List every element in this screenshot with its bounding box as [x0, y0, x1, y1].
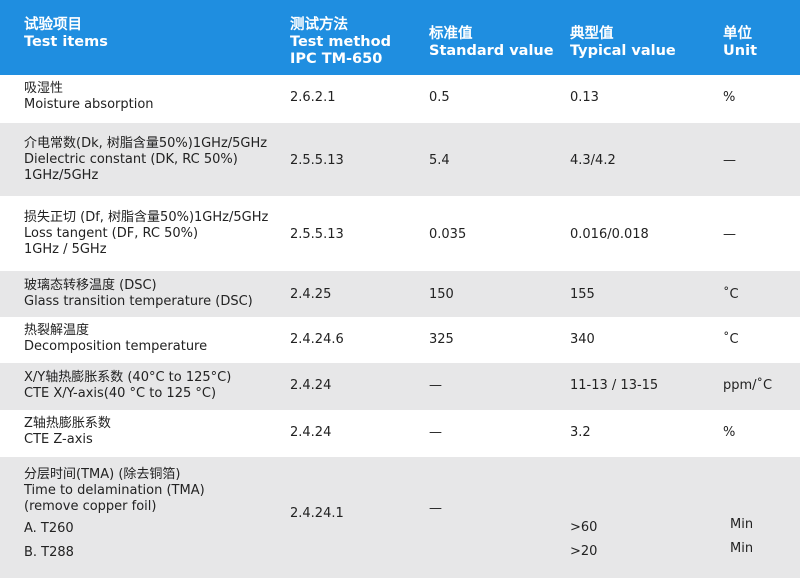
table-row: 吸湿性 Moisture absorption 2.6.2.1 0.5 0.13 …: [0, 75, 800, 123]
typical-value: 3.2: [570, 425, 591, 440]
test-method: 2.5.5.13: [290, 227, 344, 242]
item-name: X/Y轴热膨胀系数 (40°C to 125°C) CTE X/Y-axis(40…: [24, 370, 232, 401]
item-name: 介电常数(Dk, 树脂含量50%)1GHz/5GHz Dielectric con…: [24, 136, 268, 183]
standard-value: —: [429, 378, 442, 393]
typical-value: 11-13 / 13-15: [570, 378, 659, 393]
item-name: Z轴热膨胀系数 CTE Z-axis: [24, 416, 111, 447]
standard-value: —: [429, 425, 442, 440]
standard-value: 0.035: [429, 227, 467, 242]
table-row: X/Y轴热膨胀系数 (40°C to 125°C) CTE X/Y-axis(40…: [0, 363, 800, 410]
sub-item-a: A. T260: [24, 521, 74, 536]
typical-value: 4.3/4.2: [570, 153, 616, 168]
unit-a: Min: [730, 517, 754, 532]
unit: %: [723, 90, 736, 105]
item-name: 玻璃态转移温度 (DSC) Glass transition temperatur…: [24, 278, 253, 309]
unit: ˚C: [723, 287, 739, 302]
test-method: 2.4.24: [290, 425, 332, 440]
test-method: 2.4.25: [290, 287, 332, 302]
unit: —: [723, 153, 736, 168]
test-method: 2.4.24.1: [290, 506, 344, 521]
header-typical-value: 典型值 Typical value: [570, 26, 676, 59]
table-header: 试验项目 Test items 测试方法 Test method IPC TM-650…: [0, 0, 800, 75]
typical-value: 0.016/0.018: [570, 227, 649, 242]
table-row: 介电常数(Dk, 树脂含量50%)1GHz/5GHz Dielectric con…: [0, 123, 800, 196]
standard-value: 5.4: [429, 153, 450, 168]
standard-value: —: [429, 501, 442, 516]
unit-b: Min: [730, 541, 754, 556]
typical-value-b: >20: [570, 544, 598, 559]
item-name: 热裂解温度 Decomposition temperature: [24, 323, 208, 354]
sub-item-b: B. T288: [24, 545, 74, 560]
test-method: 2.5.5.13: [290, 153, 344, 168]
table-row: 热裂解温度 Decomposition temperature 2.4.24.6 …: [0, 317, 800, 363]
unit: —: [723, 227, 736, 242]
test-method: 2.4.24.6: [290, 332, 344, 347]
unit: ˚C: [723, 332, 739, 347]
item-name: 分层时间(TMA) (除去铜箔) Time to delamination (TM…: [24, 467, 205, 514]
header-test-method: 测试方法 Test method IPC TM-650: [290, 17, 391, 67]
typical-value: 0.13: [570, 90, 599, 105]
table-row: 玻璃态转移温度 (DSC) Glass transition temperatur…: [0, 271, 800, 317]
table-row: 分层时间(TMA) (除去铜箔) Time to delamination (TM…: [0, 457, 800, 578]
table-row: Z轴热膨胀系数 CTE Z-axis 2.4.24 — 3.2 %: [0, 410, 800, 457]
standard-value: 150: [429, 287, 454, 302]
header-test-items: 试验项目 Test items: [24, 17, 108, 50]
header-standard-value: 标准值 Standard value: [429, 26, 554, 59]
test-method: 2.6.2.1: [290, 90, 336, 105]
typical-value-a: >60: [570, 520, 598, 535]
typical-value: 155: [570, 287, 595, 302]
item-name: 吸湿性 Moisture absorption: [24, 81, 154, 112]
unit: ppm/˚C: [723, 378, 773, 393]
header-unit: 单位 Unit: [723, 26, 757, 59]
table-row: 损失正切 (Df, 树脂含量50%)1GHz/5GHz Loss tangent …: [0, 196, 800, 271]
item-name: 损失正切 (Df, 树脂含量50%)1GHz/5GHz Loss tangent …: [24, 210, 269, 257]
standard-value: 0.5: [429, 90, 450, 105]
test-method: 2.4.24: [290, 378, 332, 393]
typical-value: 340: [570, 332, 595, 347]
standard-value: 325: [429, 332, 454, 347]
unit: %: [723, 425, 736, 440]
